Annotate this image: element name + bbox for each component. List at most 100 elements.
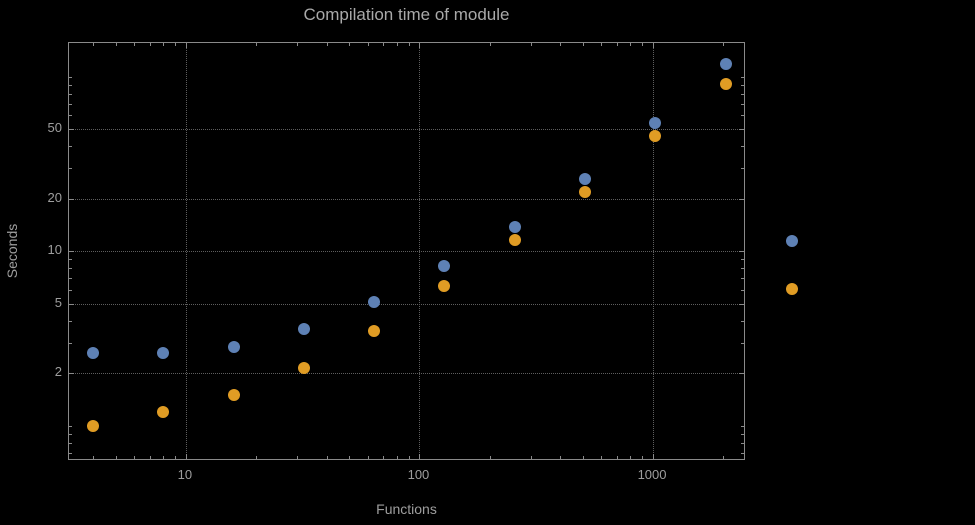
x-minor-tick: [163, 43, 165, 46]
y-minor-tick: [741, 115, 744, 117]
data-point-series-orange-x4: [86, 419, 99, 432]
x-minor-tick: [134, 456, 136, 459]
x-minor-tick: [175, 43, 177, 46]
x-minor-tick: [616, 43, 618, 46]
gridline-x-10: [185, 43, 187, 459]
data-point-series-blue-x2048: [719, 58, 732, 71]
y-tick-label-50: 50: [47, 120, 62, 136]
x-minor-tick: [408, 456, 410, 459]
y-minor-tick: [69, 290, 72, 292]
y-minor-tick: [69, 76, 72, 78]
y-minor-tick: [69, 433, 72, 435]
x-minor-tick: [92, 43, 94, 46]
x-minor-tick: [367, 456, 369, 459]
x-minor-tick: [489, 456, 491, 459]
x-minor-tick: [630, 456, 632, 459]
x-minor-tick: [616, 456, 618, 459]
y-major-tick: [69, 373, 74, 375]
data-point-series-orange-x16: [227, 389, 240, 402]
gridline-x-100: [419, 43, 421, 459]
x-minor-tick: [149, 43, 151, 46]
y-minor-tick: [69, 93, 72, 95]
x-minor-tick: [383, 456, 385, 459]
x-minor-tick: [582, 456, 584, 459]
x-minor-tick: [115, 43, 117, 46]
data-point-series-blue-x128: [438, 260, 451, 273]
x-major-tick: [185, 43, 187, 48]
y-minor-tick: [69, 320, 72, 322]
x-minor-tick: [297, 43, 299, 46]
y-minor-tick: [741, 259, 744, 261]
gridline-y-50: [69, 129, 744, 131]
y-tick-label-5: 5: [54, 294, 62, 310]
x-minor-tick: [256, 43, 258, 46]
x-minor-tick: [326, 43, 328, 46]
x-minor-tick: [134, 43, 136, 46]
y-minor-tick: [741, 442, 744, 444]
y-minor-tick: [741, 103, 744, 105]
data-point-series-orange-x256: [508, 234, 521, 247]
y-minor-tick: [741, 146, 744, 148]
data-point-series-orange-x32: [297, 361, 310, 374]
x-minor-tick: [367, 43, 369, 46]
x-major-tick: [419, 454, 421, 459]
data-point-series-blue-x512: [579, 172, 592, 185]
data-point-series-blue-x4: [86, 347, 99, 360]
x-major-tick: [653, 454, 655, 459]
x-minor-tick: [642, 43, 644, 46]
x-major-tick: [419, 43, 421, 48]
y-minor-tick: [69, 425, 72, 427]
y-tick-label-2: 2: [54, 364, 62, 380]
data-point-series-blue-x64: [368, 296, 381, 309]
y-minor-tick: [741, 342, 744, 344]
data-point-series-orange-x8: [157, 406, 170, 419]
y-minor-tick: [69, 168, 72, 170]
x-minor-tick: [582, 43, 584, 46]
x-minor-tick: [408, 43, 410, 46]
x-minor-tick: [489, 43, 491, 46]
x-tick-label-10: 10: [177, 467, 193, 482]
y-major-tick: [69, 198, 74, 200]
x-minor-tick: [723, 43, 725, 46]
y-minor-tick: [69, 115, 72, 117]
x-axis-label: Functions: [376, 501, 437, 517]
y-major-tick: [739, 198, 744, 200]
x-minor-tick: [642, 456, 644, 459]
y-minor-tick: [69, 84, 72, 86]
plot-area: [68, 42, 745, 460]
data-point-series-orange-x64: [368, 324, 381, 337]
y-major-tick: [69, 129, 74, 131]
data-point-series-orange-x128: [438, 280, 451, 293]
data-point-series-blue-x256: [508, 221, 521, 234]
x-tick-label-1000: 1000: [637, 467, 667, 482]
y-minor-tick: [741, 84, 744, 86]
x-minor-tick: [115, 456, 117, 459]
data-point-series-orange-x1024: [649, 129, 662, 142]
x-minor-tick: [349, 43, 351, 46]
y-minor-tick: [69, 103, 72, 105]
x-minor-tick: [349, 456, 351, 459]
y-minor-tick: [741, 268, 744, 270]
y-minor-tick: [741, 433, 744, 435]
x-minor-tick: [175, 456, 177, 459]
gridline-y-2: [69, 373, 744, 375]
y-minor-tick: [741, 453, 744, 454]
x-minor-tick: [396, 43, 398, 46]
y-major-tick: [739, 303, 744, 305]
x-minor-tick: [163, 456, 165, 459]
x-minor-tick: [396, 456, 398, 459]
x-minor-tick: [630, 43, 632, 46]
x-minor-tick: [530, 43, 532, 46]
x-minor-tick: [326, 456, 328, 459]
chart-title: Compilation time of module: [303, 5, 510, 24]
y-tick-label-20: 20: [47, 189, 62, 205]
x-major-tick: [185, 454, 187, 459]
y-minor-tick: [69, 453, 72, 454]
data-point-series-blue-x16: [227, 340, 240, 353]
data-point-series-blue-x32: [297, 322, 310, 335]
y-major-tick: [69, 251, 74, 253]
data-point-series-orange-x512: [579, 185, 592, 198]
x-minor-tick: [723, 456, 725, 459]
gridline-y-5: [69, 303, 744, 305]
